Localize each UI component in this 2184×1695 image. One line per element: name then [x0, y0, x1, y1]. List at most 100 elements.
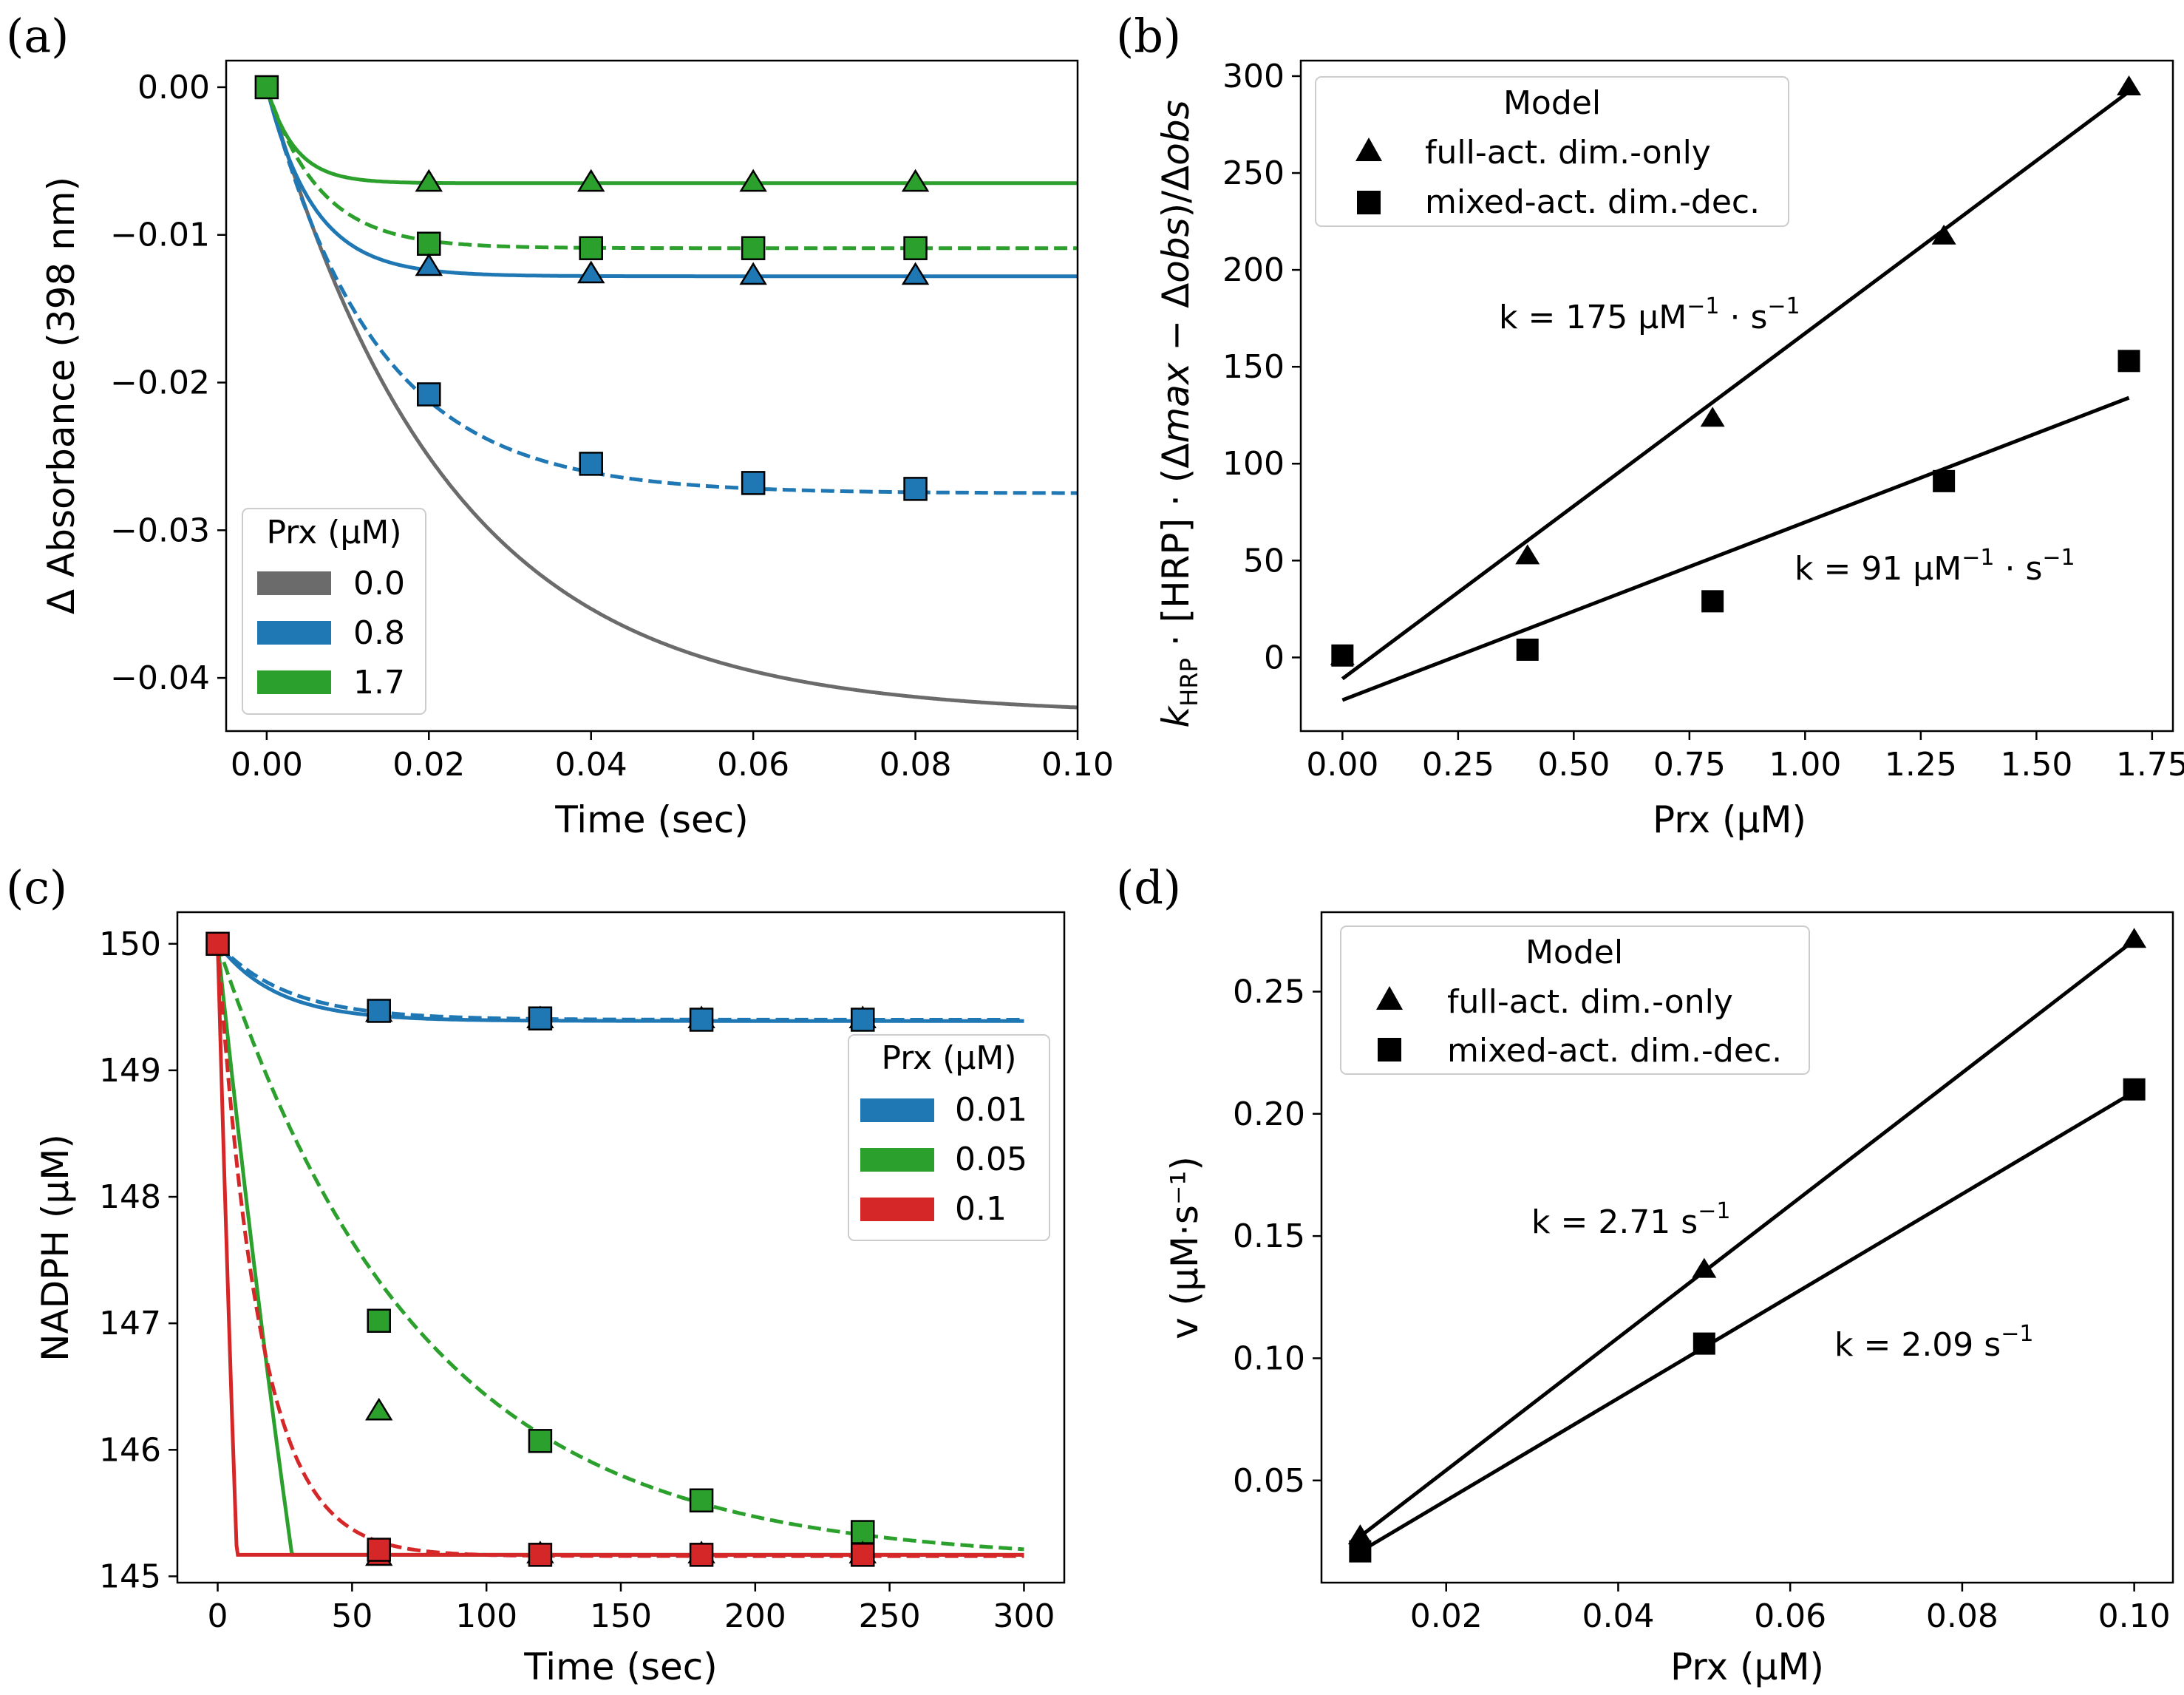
- y-tick-label: 300: [1222, 58, 1285, 95]
- y-axis-label: v (μM·s⁻¹): [1163, 1156, 1206, 1339]
- data-point-triangle: [739, 169, 767, 192]
- x-tick-label: 0.50: [1537, 746, 1610, 784]
- series-line: [216, 942, 1024, 1022]
- fit-line: [1341, 395, 2130, 702]
- data-point-triangle: [1347, 1524, 1372, 1545]
- y-tick-label: 100: [1222, 445, 1285, 483]
- x-tick-label: 0.10: [1041, 746, 1114, 784]
- y-tick-label: 149: [99, 1052, 161, 1090]
- series-line: [216, 942, 1024, 1552]
- x-tick-label: 0.10: [2098, 1597, 2171, 1635]
- y-tick-label: 146: [99, 1431, 161, 1469]
- y-tick-label: 0.00: [137, 69, 210, 106]
- legend-title: Model: [1525, 934, 1623, 971]
- data-point-square: [1349, 1540, 1372, 1563]
- y-tick-label: 200: [1222, 251, 1285, 289]
- series-line: [265, 86, 1078, 710]
- x-tick-label: 0.04: [555, 746, 627, 784]
- x-tick-label: 150: [590, 1597, 652, 1635]
- data-point-square: [689, 1543, 714, 1567]
- data-point-triangle: [415, 253, 443, 276]
- data-point-square: [851, 1008, 875, 1032]
- fit-line: [1359, 1090, 2135, 1554]
- fit-line: [1358, 939, 2136, 1538]
- data-point-square: [579, 236, 603, 260]
- panel-a: 0.00 0.02 0.04 0.06 0.08 0.10 0.00 −0.01 −0.02 −0…: [40, 59, 1114, 841]
- y-tick-label: 0.25: [1233, 973, 1305, 1010]
- legend: Prx (μM) 0.0 0.8 1.7: [242, 508, 426, 715]
- series-line: [216, 942, 1024, 1023]
- data-point-square: [689, 1008, 714, 1032]
- x-tick-label: 1.25: [1885, 746, 1957, 784]
- legend-label-0: full-act. dim.-only: [1447, 983, 1733, 1021]
- axes-frame: [176, 911, 1066, 1584]
- y-tick-label: 250: [1222, 154, 1285, 192]
- data-point-triangle: [739, 262, 767, 285]
- data-point-square: [741, 236, 766, 260]
- legend-swatch-0: [257, 571, 331, 595]
- data-point-triangle: [576, 260, 605, 284]
- data-point-square: [528, 1006, 553, 1031]
- legend-title: Model: [1503, 84, 1601, 122]
- y-axis-label: NADPH (μM): [34, 1134, 77, 1362]
- legend-swatch-1: [257, 621, 331, 645]
- data-point-square: [1701, 590, 1724, 613]
- x-tick-label: 0.00: [231, 746, 303, 784]
- panel-c: 0 50 100 150 200 250 300 145 146 147 148 149 150 Tim…: [34, 911, 1066, 1688]
- x-tick-label: 0.02: [392, 746, 465, 784]
- x-tick-label: 0.04: [1582, 1597, 1654, 1635]
- y-tick-label: 145: [99, 1558, 161, 1595]
- axes-frame: [1320, 911, 2174, 1584]
- data-point-square: [2123, 1078, 2146, 1101]
- y-tick-label: 150: [99, 925, 161, 963]
- x-tick-label: 0.75: [1653, 746, 1726, 784]
- legend-box: [848, 1034, 1050, 1241]
- y-tick-label: −0.03: [110, 512, 210, 549]
- legend-marker-triangle: [1376, 986, 1403, 1010]
- data-point-triangle: [1515, 544, 1540, 565]
- y-tick-label: 0.10: [1233, 1339, 1305, 1377]
- data-point-square: [689, 1488, 714, 1513]
- legend-label-2: 1.7: [353, 664, 405, 702]
- annotation-k-full: k = 175 μM−1 · s−1: [1499, 293, 1800, 336]
- data-point-triangle: [364, 1397, 393, 1421]
- data-point-square: [579, 452, 603, 476]
- legend-marker-square: [1357, 191, 1381, 214]
- y-tick-label: 0.15: [1233, 1217, 1305, 1255]
- data-point-triangle: [1700, 407, 1725, 427]
- panel-label-a: (a): [6, 9, 69, 63]
- legend: Prx (μM) 0.01 0.05 0.1: [848, 1034, 1050, 1241]
- series-line: [265, 86, 1078, 279]
- data-point-square: [417, 382, 441, 407]
- panel-label-c: (c): [6, 860, 67, 914]
- legend-label-1: 0.8: [353, 614, 405, 652]
- data-point-square: [367, 1308, 391, 1334]
- y-axis-label: Δ Absorbance (398 nm): [40, 177, 83, 614]
- panel-label-d: (d): [1116, 860, 1181, 914]
- legend: Model full-act. dim.-only mixed-act. dim…: [1315, 76, 1789, 227]
- x-tick-label: 250: [859, 1597, 921, 1635]
- x-tick-label: 0.08: [880, 746, 952, 784]
- legend-label-1: mixed-act. dim.-dec.: [1425, 183, 1760, 221]
- data-point-square: [1331, 644, 1354, 667]
- x-axis-label: Time (sec): [523, 1645, 718, 1688]
- data-point-square: [903, 236, 928, 260]
- y-tick-label: 148: [99, 1178, 161, 1216]
- fit-line: [1341, 89, 2131, 681]
- legend-box: [1340, 925, 1810, 1075]
- x-tick-label: 0.02: [1410, 1597, 1483, 1635]
- data-point-square: [205, 931, 230, 957]
- legend-box: [1315, 76, 1789, 227]
- legend: Model full-act. dim.-only mixed-act. dim…: [1340, 925, 1810, 1075]
- series-line: [265, 86, 1078, 186]
- y-tick-label: −0.01: [110, 217, 210, 254]
- data-point-triangle: [1692, 1257, 1717, 1278]
- legend-label-0: 0.01: [955, 1091, 1027, 1129]
- x-tick-label: 0.08: [1926, 1597, 1998, 1635]
- axes-frame: [225, 59, 1079, 733]
- legend-title: Prx (μM): [267, 514, 402, 551]
- data-point-triangle: [901, 169, 930, 192]
- x-axis-label: Prx (μM): [1653, 798, 1806, 841]
- y-tick-label: 147: [99, 1305, 161, 1342]
